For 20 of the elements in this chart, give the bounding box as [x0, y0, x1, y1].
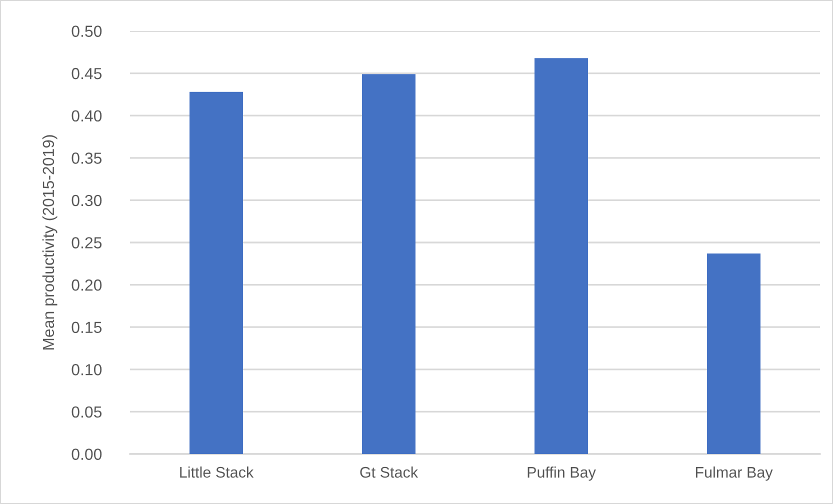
y-tick-label: 0.30 — [72, 194, 102, 206]
y-tick-label: 0.50 — [72, 26, 102, 37]
x-tick-label: Puffin Bay — [528, 466, 596, 481]
y-tick-label: 0.25 — [72, 237, 102, 248]
y-tick-label: 0.35 — [72, 152, 102, 164]
y-tick-label: 0.10 — [72, 364, 102, 376]
y-axis-title: Mean productivity (2015-2019) — [42, 135, 58, 350]
y-tick-label: 0.00 — [72, 448, 102, 460]
x-tick-label: Gt Stack — [360, 466, 418, 478]
y-tick-label: 0.40 — [72, 110, 102, 122]
y-tick-label: 0.15 — [72, 322, 102, 334]
x-tick-label: Little Stack — [180, 466, 254, 478]
bar — [362, 74, 416, 454]
x-tick-label: Fulmar Bay — [696, 466, 773, 481]
y-tick-label: 0.45 — [72, 68, 102, 80]
y-tick-label: 0.20 — [72, 279, 102, 291]
bar — [534, 58, 588, 454]
y-tick-label: 0.05 — [72, 406, 102, 418]
bar — [190, 92, 243, 454]
bar — [707, 254, 760, 454]
